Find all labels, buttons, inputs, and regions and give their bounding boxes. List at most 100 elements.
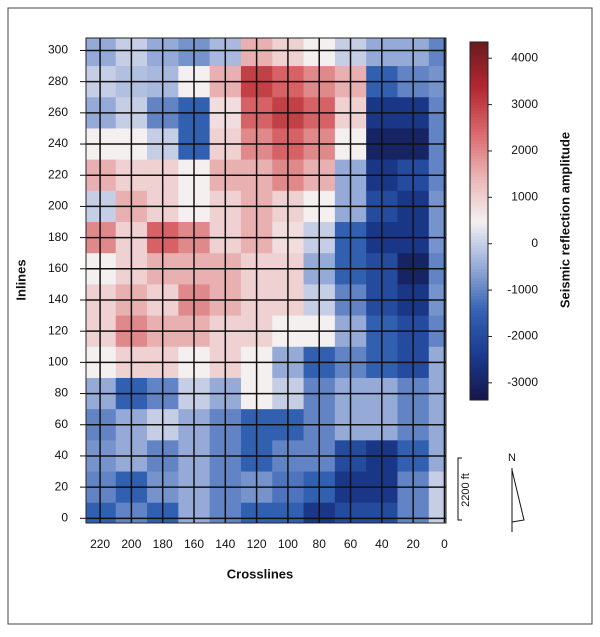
colorbar-swatch [470,50,488,55]
colorbar-swatch [470,262,488,267]
colorbar-swatch [470,271,488,276]
y-tick-label: 280 [48,74,68,88]
colorbar-swatch [470,232,488,237]
colorbar-swatch [470,215,488,219]
colorbar-swatch [470,253,488,258]
colorbar-swatch [470,250,488,255]
colorbar-swatch [470,385,488,389]
y-tick-label: 200 [48,199,68,213]
colorbar-swatch [470,140,488,144]
y-tick-label: 300 [48,43,68,57]
colorbar-swatch [470,80,488,85]
colorbar: -3000 -2000 -1000 0 1000 2000 3000 4000 [469,41,538,401]
colorbar-swatch [470,361,488,365]
colorbar-swatch [470,53,488,58]
heatmap-cell [428,38,446,67]
colorbar-swatch [470,319,488,323]
colorbar-tick-label: -2000 [507,329,538,343]
colorbar-swatch [470,68,488,73]
colorbar-frame [469,41,489,401]
heatmap [86,38,446,523]
x-tick-label: 40 [375,537,389,551]
colorbar-swatch [470,397,488,401]
colorbar-swatch [470,244,488,249]
colorbar-swatch [470,247,488,252]
colorbar-swatch [470,164,488,168]
colorbar-swatch [470,119,488,124]
colorbar-swatch [470,86,488,91]
colorbar-swatch [470,170,488,174]
y-tick-label: 20 [55,479,69,493]
frame [7,7,593,625]
colorbar-swatch [470,161,488,165]
x-tick-label: 200 [121,537,141,551]
colorbar-swatch [470,83,488,88]
colorbar-swatch [470,197,488,201]
colorbar-swatch [470,283,488,288]
colorbar-tick-label: 4000 [511,50,538,64]
colorbar-swatch [470,355,488,359]
x-tick-label: 180 [153,537,173,551]
colorbar-swatch [470,56,488,61]
colorbar-swatch [470,209,488,213]
y-tick-label: 0 [61,510,68,524]
colorbar-swatch [470,134,488,138]
colorbar-swatch [470,382,488,386]
colorbar-swatch [470,328,488,332]
colorbar-swatch [470,158,488,162]
colorbar-swatch [470,59,488,64]
colorbar-swatch [470,301,488,306]
x-tick-label: 120 [247,537,267,551]
x-tick-label: 60 [344,537,358,551]
colorbar-swatch [470,292,488,297]
plot-frame [85,37,447,524]
y-tick-label: 160 [48,261,68,275]
colorbar-swatch [470,388,488,392]
y-tick-label: 140 [48,292,68,306]
y-tick-label: 180 [48,230,68,244]
colorbar-tick-label: -3000 [507,375,538,389]
colorbar-swatch [470,274,488,279]
colorbar-swatch [470,188,488,192]
colorbar-swatch [470,379,488,383]
colorbar-swatch [470,295,488,300]
colorbar-swatch [470,391,488,395]
colorbar-swatch [470,131,488,135]
colorbar-swatch [470,241,488,246]
colorbar-swatch [470,364,488,368]
colorbar-swatch [470,358,488,362]
colorbar-swatch [470,307,488,311]
colorbar-swatch [470,367,488,371]
colorbar-swatch [470,122,488,127]
y-tick-label: 260 [48,105,68,119]
colorbar-swatch [470,298,488,303]
colorbar-swatch [470,340,488,344]
colorbar-swatch [470,116,488,121]
colorbar-swatch [470,235,488,240]
x-tick-label: 160 [184,537,204,551]
y-tick-label: 220 [48,167,68,181]
colorbar-swatch [470,304,488,309]
colorbar-swatch [470,223,488,228]
colorbar-swatch [470,173,488,177]
colorbar-swatch [470,203,488,207]
colorbar-swatch [470,152,488,156]
colorbar-swatch [470,137,488,141]
colorbar-swatch [470,229,488,234]
colorbar-swatch [470,95,488,100]
colorbar-swatch [470,143,488,147]
y-axis-label: Inlines [13,259,28,300]
colorbar-swatch [470,310,488,314]
colorbar-swatch [470,349,488,353]
colorbar-swatch [470,167,488,171]
x-tick-label: 80 [313,537,327,551]
scale-label: 2200 ft [460,473,472,507]
colorbar-swatch [470,265,488,270]
colorbar-swatch [470,346,488,350]
colorbar-swatch [470,221,488,225]
colorbar-swatch [470,62,488,67]
colorbar-swatch [470,313,488,317]
colorbar-swatch [470,149,488,153]
colorbar-swatch [470,206,488,210]
colorbar-swatch [470,370,488,374]
